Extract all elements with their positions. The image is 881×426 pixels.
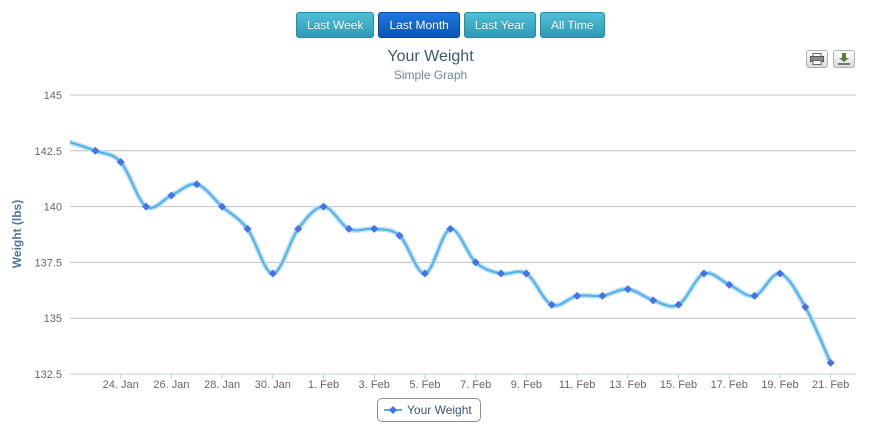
data-point[interactable]: [573, 291, 582, 300]
data-point[interactable]: [522, 269, 531, 278]
data-point[interactable]: [801, 303, 810, 312]
range-selector: Last Week Last Month Last Year All Time: [296, 12, 605, 38]
x-tick-label: 15. Feb: [660, 379, 697, 391]
x-tick-label: 19. Feb: [761, 379, 798, 391]
data-point[interactable]: [319, 202, 328, 211]
data-point[interactable]: [370, 224, 379, 233]
data-point[interactable]: [268, 269, 277, 278]
data-point[interactable]: [623, 285, 632, 294]
x-tick-label: 3. Feb: [359, 379, 390, 391]
legend-symbol: [384, 406, 402, 414]
data-point[interactable]: [420, 269, 429, 278]
y-tick-label: 140: [44, 202, 62, 214]
data-point[interactable]: [699, 269, 708, 278]
data-point[interactable]: [192, 180, 201, 189]
print-icon: [810, 53, 824, 65]
data-point[interactable]: [674, 300, 683, 309]
data-point[interactable]: [750, 291, 759, 300]
data-point[interactable]: [294, 224, 303, 233]
y-axis-title: Weight (lbs): [10, 200, 24, 268]
data-point[interactable]: [497, 269, 506, 278]
data-point[interactable]: [91, 146, 100, 155]
data-point[interactable]: [826, 358, 835, 367]
y-tick-label: 145: [44, 90, 62, 102]
x-tick-label: 30. Jan: [255, 379, 291, 391]
x-tick-label: 24. Jan: [103, 379, 139, 391]
range-button-last-week[interactable]: Last Week: [296, 12, 375, 38]
data-point[interactable]: [142, 202, 151, 211]
y-tick-label: 132.5: [34, 369, 62, 381]
x-tick-label: 13. Feb: [609, 379, 646, 391]
data-point[interactable]: [116, 157, 125, 166]
x-tick-label: 9. Feb: [511, 379, 542, 391]
data-point[interactable]: [649, 296, 658, 305]
series-line: [70, 141, 832, 364]
x-tick-label: 26. Jan: [153, 379, 189, 391]
data-point[interactable]: [775, 269, 784, 278]
data-point[interactable]: [547, 300, 556, 309]
x-tick-label: 11. Feb: [559, 379, 596, 391]
data-point[interactable]: [243, 224, 252, 233]
x-tick-label: 28. Jan: [204, 379, 240, 391]
data-point[interactable]: [218, 202, 227, 211]
series-line-shadow: [70, 139, 833, 364]
x-tick-label: 21. Feb: [812, 379, 849, 391]
data-point[interactable]: [725, 280, 734, 289]
y-tick-label: 135: [44, 313, 62, 325]
x-tick-label: 17. Feb: [711, 379, 748, 391]
data-point[interactable]: [344, 224, 353, 233]
data-point[interactable]: [446, 224, 455, 233]
print-button[interactable]: [806, 50, 828, 68]
data-point[interactable]: [167, 191, 176, 200]
range-button-last-year[interactable]: Last Year: [463, 12, 536, 38]
x-tick-label: 7. Feb: [460, 379, 491, 391]
y-tick-label: 137.5: [34, 257, 62, 269]
data-point[interactable]: [471, 258, 480, 267]
range-button-all-time[interactable]: All Time: [539, 12, 605, 38]
chart-title: Your Weight: [387, 48, 474, 65]
data-point[interactable]: [395, 231, 404, 240]
download-icon: [838, 53, 850, 65]
x-tick-label: 5. Feb: [409, 379, 440, 391]
x-tick-label: 1. Feb: [308, 379, 339, 391]
chart-subtitle: Simple Graph: [393, 68, 468, 82]
range-button-last-month[interactable]: Last Month: [378, 12, 460, 38]
download-button[interactable]: [833, 50, 855, 68]
legend-item-your-weight[interactable]: Your Weight: [377, 398, 481, 422]
y-tick-label: 142.5: [34, 146, 62, 158]
data-point[interactable]: [598, 291, 607, 300]
legend-label: Your Weight: [407, 403, 472, 417]
